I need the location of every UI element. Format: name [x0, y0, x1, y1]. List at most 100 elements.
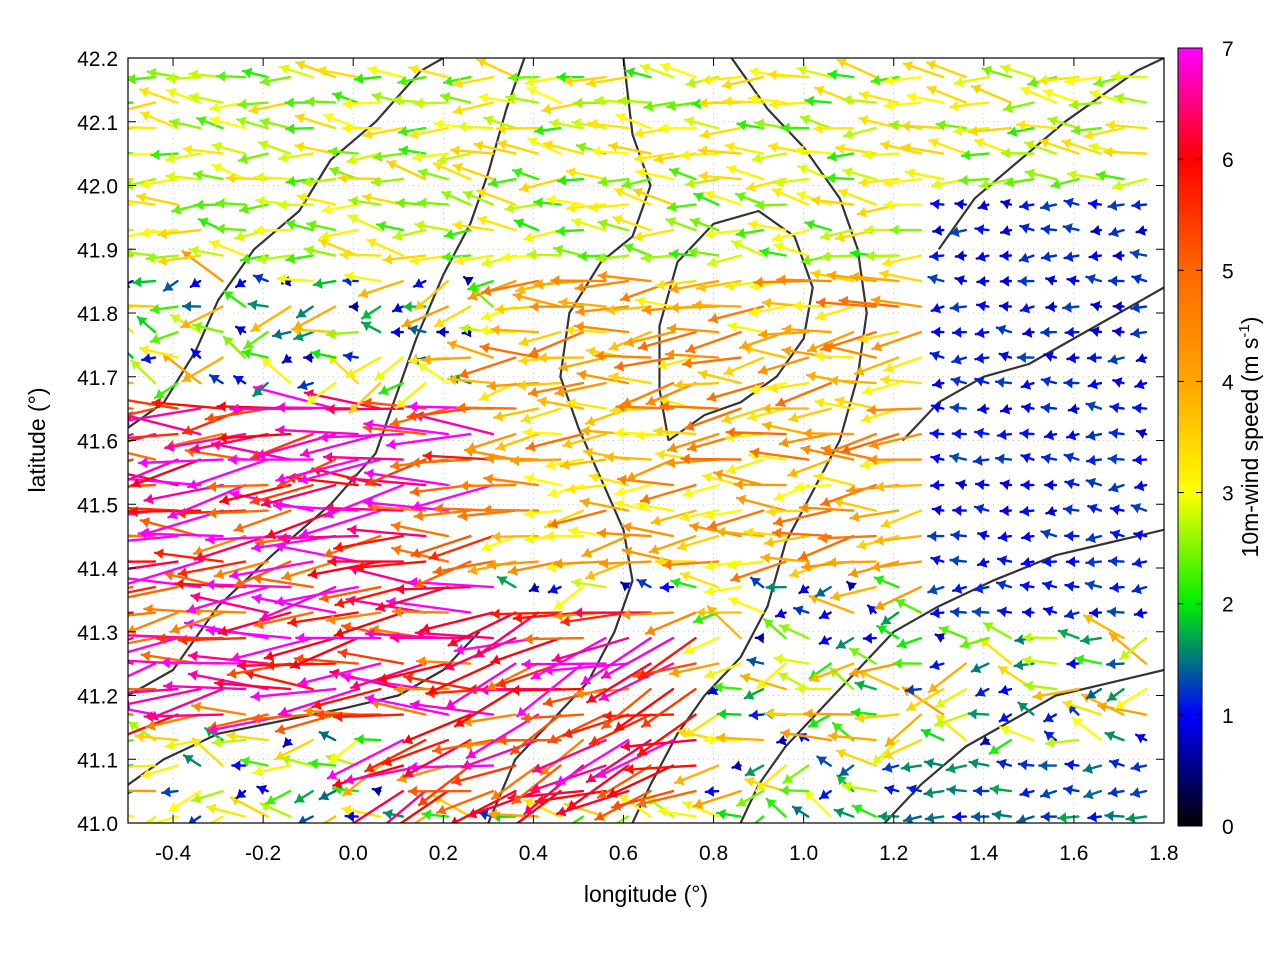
wind-vector: [612, 214, 652, 232]
y-tick-label: 41.6: [77, 431, 118, 454]
wind-vector: [476, 215, 517, 232]
wind-vector: [318, 585, 382, 603]
wind-vector: [566, 202, 607, 214]
wind-vector: [375, 220, 404, 232]
wind-vector: [303, 352, 314, 364]
wind-vector: [874, 481, 922, 493]
wind-vector: [669, 662, 720, 678]
colorbar-tick-label: 6: [1222, 149, 1234, 172]
wind-vector: [989, 784, 1013, 795]
wind-vector: [239, 756, 269, 767]
wind-vector: [233, 560, 292, 588]
wind-vector: [704, 585, 742, 597]
wind-vector: [307, 560, 382, 580]
wind-vector: [613, 427, 652, 439]
wind-vector: [410, 483, 495, 512]
wind-vector: [1088, 250, 1103, 262]
wind-vector: [1032, 687, 1080, 702]
wind-vector: [1109, 504, 1125, 516]
wind-vector: [1040, 811, 1058, 823]
wind-vector: [213, 560, 269, 580]
colorbar-tick-label: 4: [1222, 371, 1234, 394]
wind-vector: [999, 403, 1013, 415]
wind-vector: [634, 296, 675, 308]
wind-vector: [360, 321, 382, 334]
wind-vector: [522, 228, 562, 243]
wind-vector: [934, 633, 946, 643]
wind-vector: [661, 559, 720, 571]
wind-vector: [613, 687, 675, 732]
wind-vector: [486, 559, 540, 571]
wind-vector: [507, 72, 540, 84]
wind-vector: [1019, 581, 1035, 592]
wind-vector: [1066, 275, 1080, 286]
wind-vector: [902, 61, 945, 79]
wind-vector: [772, 509, 832, 528]
wind-vector: [1134, 480, 1148, 492]
wind-vector: [804, 95, 832, 107]
wind-vector: [819, 330, 877, 353]
wind-vector: [873, 575, 900, 589]
wind-vector: [436, 789, 495, 815]
wind-vector: [645, 381, 697, 406]
wind-vector: [495, 123, 540, 135]
wind-vector: [1130, 503, 1148, 514]
wind-vector: [256, 784, 269, 795]
wind-vector: [799, 114, 832, 130]
wind-vector: [408, 126, 449, 140]
wind-vector: [128, 611, 157, 617]
x-tick-label: 0.8: [699, 842, 728, 865]
wind-vector: [826, 556, 877, 568]
wind-vector: [480, 534, 517, 552]
wind-vector: [433, 305, 472, 328]
wind-vector: [996, 555, 1013, 566]
wind-vector: [128, 560, 157, 563]
wind-vector: [1018, 252, 1035, 263]
wind-vector: [318, 731, 337, 742]
wind-vector: [486, 380, 540, 392]
wind-vector: [528, 330, 585, 357]
wind-vector: [685, 177, 720, 189]
wind-vector: [1107, 200, 1125, 211]
wind-vector: [643, 100, 675, 112]
wind-vector: [1066, 352, 1080, 364]
wind-vector: [996, 758, 1013, 770]
wind-vector: [930, 555, 945, 566]
wind-vector: [981, 65, 1013, 79]
wind-vector: [442, 75, 472, 87]
wind-vector: [293, 330, 314, 342]
wind-vector: [1038, 137, 1080, 155]
wind-vector: [687, 246, 720, 258]
wind-vector: [945, 762, 967, 774]
wind-vector: [613, 187, 652, 206]
wind-vector: [892, 658, 922, 669]
wind-vector: [594, 350, 652, 362]
wind-vector: [225, 730, 269, 742]
wind-vector: [1064, 580, 1080, 592]
wind-vector: [1109, 402, 1125, 414]
wind-vector: [550, 275, 607, 286]
wind-vector: [951, 428, 967, 440]
wind-vector: [354, 733, 382, 745]
wind-vector: [128, 203, 134, 206]
wind-vector: [403, 672, 472, 691]
wind-vector: [285, 253, 314, 264]
wind-vector: [682, 483, 720, 499]
wind-vector: [598, 558, 652, 569]
wind-vector: [128, 432, 179, 440]
wind-vector: [954, 275, 967, 286]
wind-vector: [716, 708, 742, 720]
wind-vector: [408, 254, 449, 266]
wind-vector: [998, 684, 1013, 696]
wind-vector: [533, 197, 562, 209]
wind-vector: [666, 100, 697, 112]
wind-vector: [297, 458, 382, 485]
wind-vector: [959, 636, 990, 650]
wind-vector: [1068, 99, 1103, 111]
wind-vector: [446, 374, 495, 386]
wind-vector: [294, 112, 337, 130]
wind-vector: [834, 396, 877, 410]
wind-vector: [558, 297, 607, 309]
wind-vector: [208, 815, 224, 823]
wind-vector: [668, 248, 697, 260]
